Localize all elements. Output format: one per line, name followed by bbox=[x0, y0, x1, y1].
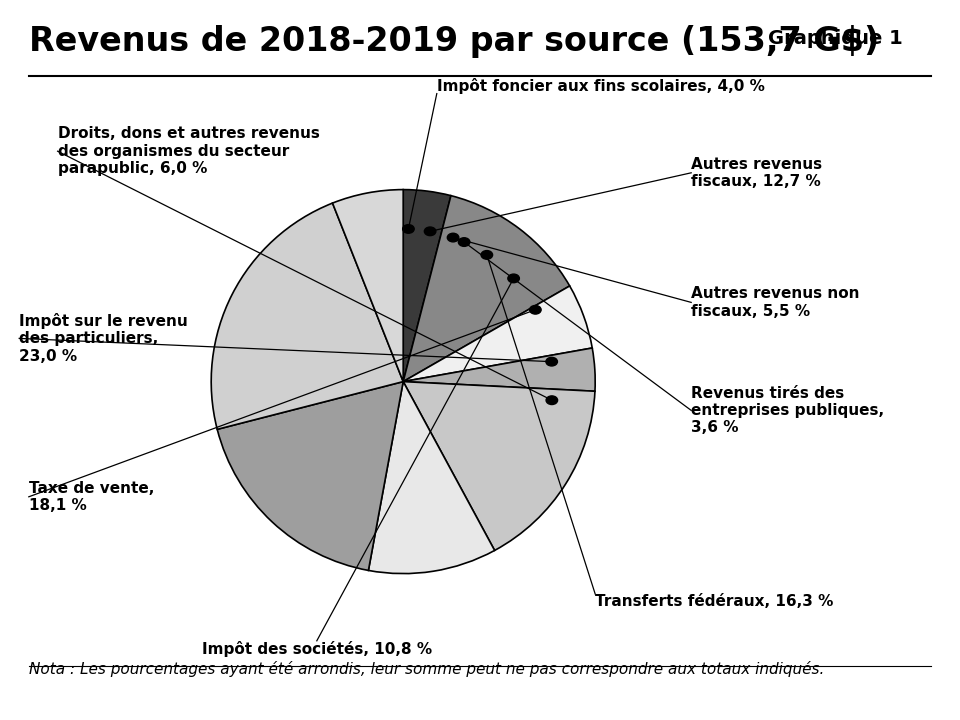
Text: Revenus tirés des
entreprises publiques,
3,6 %: Revenus tirés des entreprises publiques,… bbox=[691, 385, 884, 436]
Text: Transferts fédéraux, 16,3 %: Transferts fédéraux, 16,3 % bbox=[595, 594, 833, 609]
Text: Impôt des sociétés, 10,8 %: Impôt des sociétés, 10,8 % bbox=[202, 641, 432, 657]
Text: Autres revenus
fiscaux, 12,7 %: Autres revenus fiscaux, 12,7 % bbox=[691, 156, 823, 189]
Wedge shape bbox=[211, 203, 403, 429]
Text: Taxe de vente,
18,1 %: Taxe de vente, 18,1 % bbox=[29, 481, 155, 513]
Wedge shape bbox=[403, 382, 595, 550]
Text: Autres revenus non
fiscaux, 5,5 %: Autres revenus non fiscaux, 5,5 % bbox=[691, 287, 860, 318]
Wedge shape bbox=[403, 196, 569, 382]
Wedge shape bbox=[403, 348, 595, 391]
Wedge shape bbox=[403, 189, 451, 382]
Wedge shape bbox=[332, 189, 403, 382]
Text: Graphique 1: Graphique 1 bbox=[768, 29, 902, 48]
Text: Impôt foncier aux fins scolaires, 4,0 %: Impôt foncier aux fins scolaires, 4,0 % bbox=[437, 78, 765, 94]
Text: Nota : Les pourcentages ayant été arrondis, leur somme peut ne pas correspondre : Nota : Les pourcentages ayant été arrond… bbox=[29, 661, 825, 677]
Text: Droits, dons et autres revenus
des organismes du secteur
parapublic, 6,0 %: Droits, dons et autres revenus des organ… bbox=[58, 126, 320, 176]
Wedge shape bbox=[369, 382, 494, 574]
Text: Impôt sur le revenu
des particuliers,
23,0 %: Impôt sur le revenu des particuliers, 23… bbox=[19, 313, 188, 364]
Wedge shape bbox=[403, 286, 592, 382]
Wedge shape bbox=[217, 382, 403, 570]
Text: Revenus de 2018-2019 par source (153,7 G$): Revenus de 2018-2019 par source (153,7 G… bbox=[29, 25, 879, 58]
